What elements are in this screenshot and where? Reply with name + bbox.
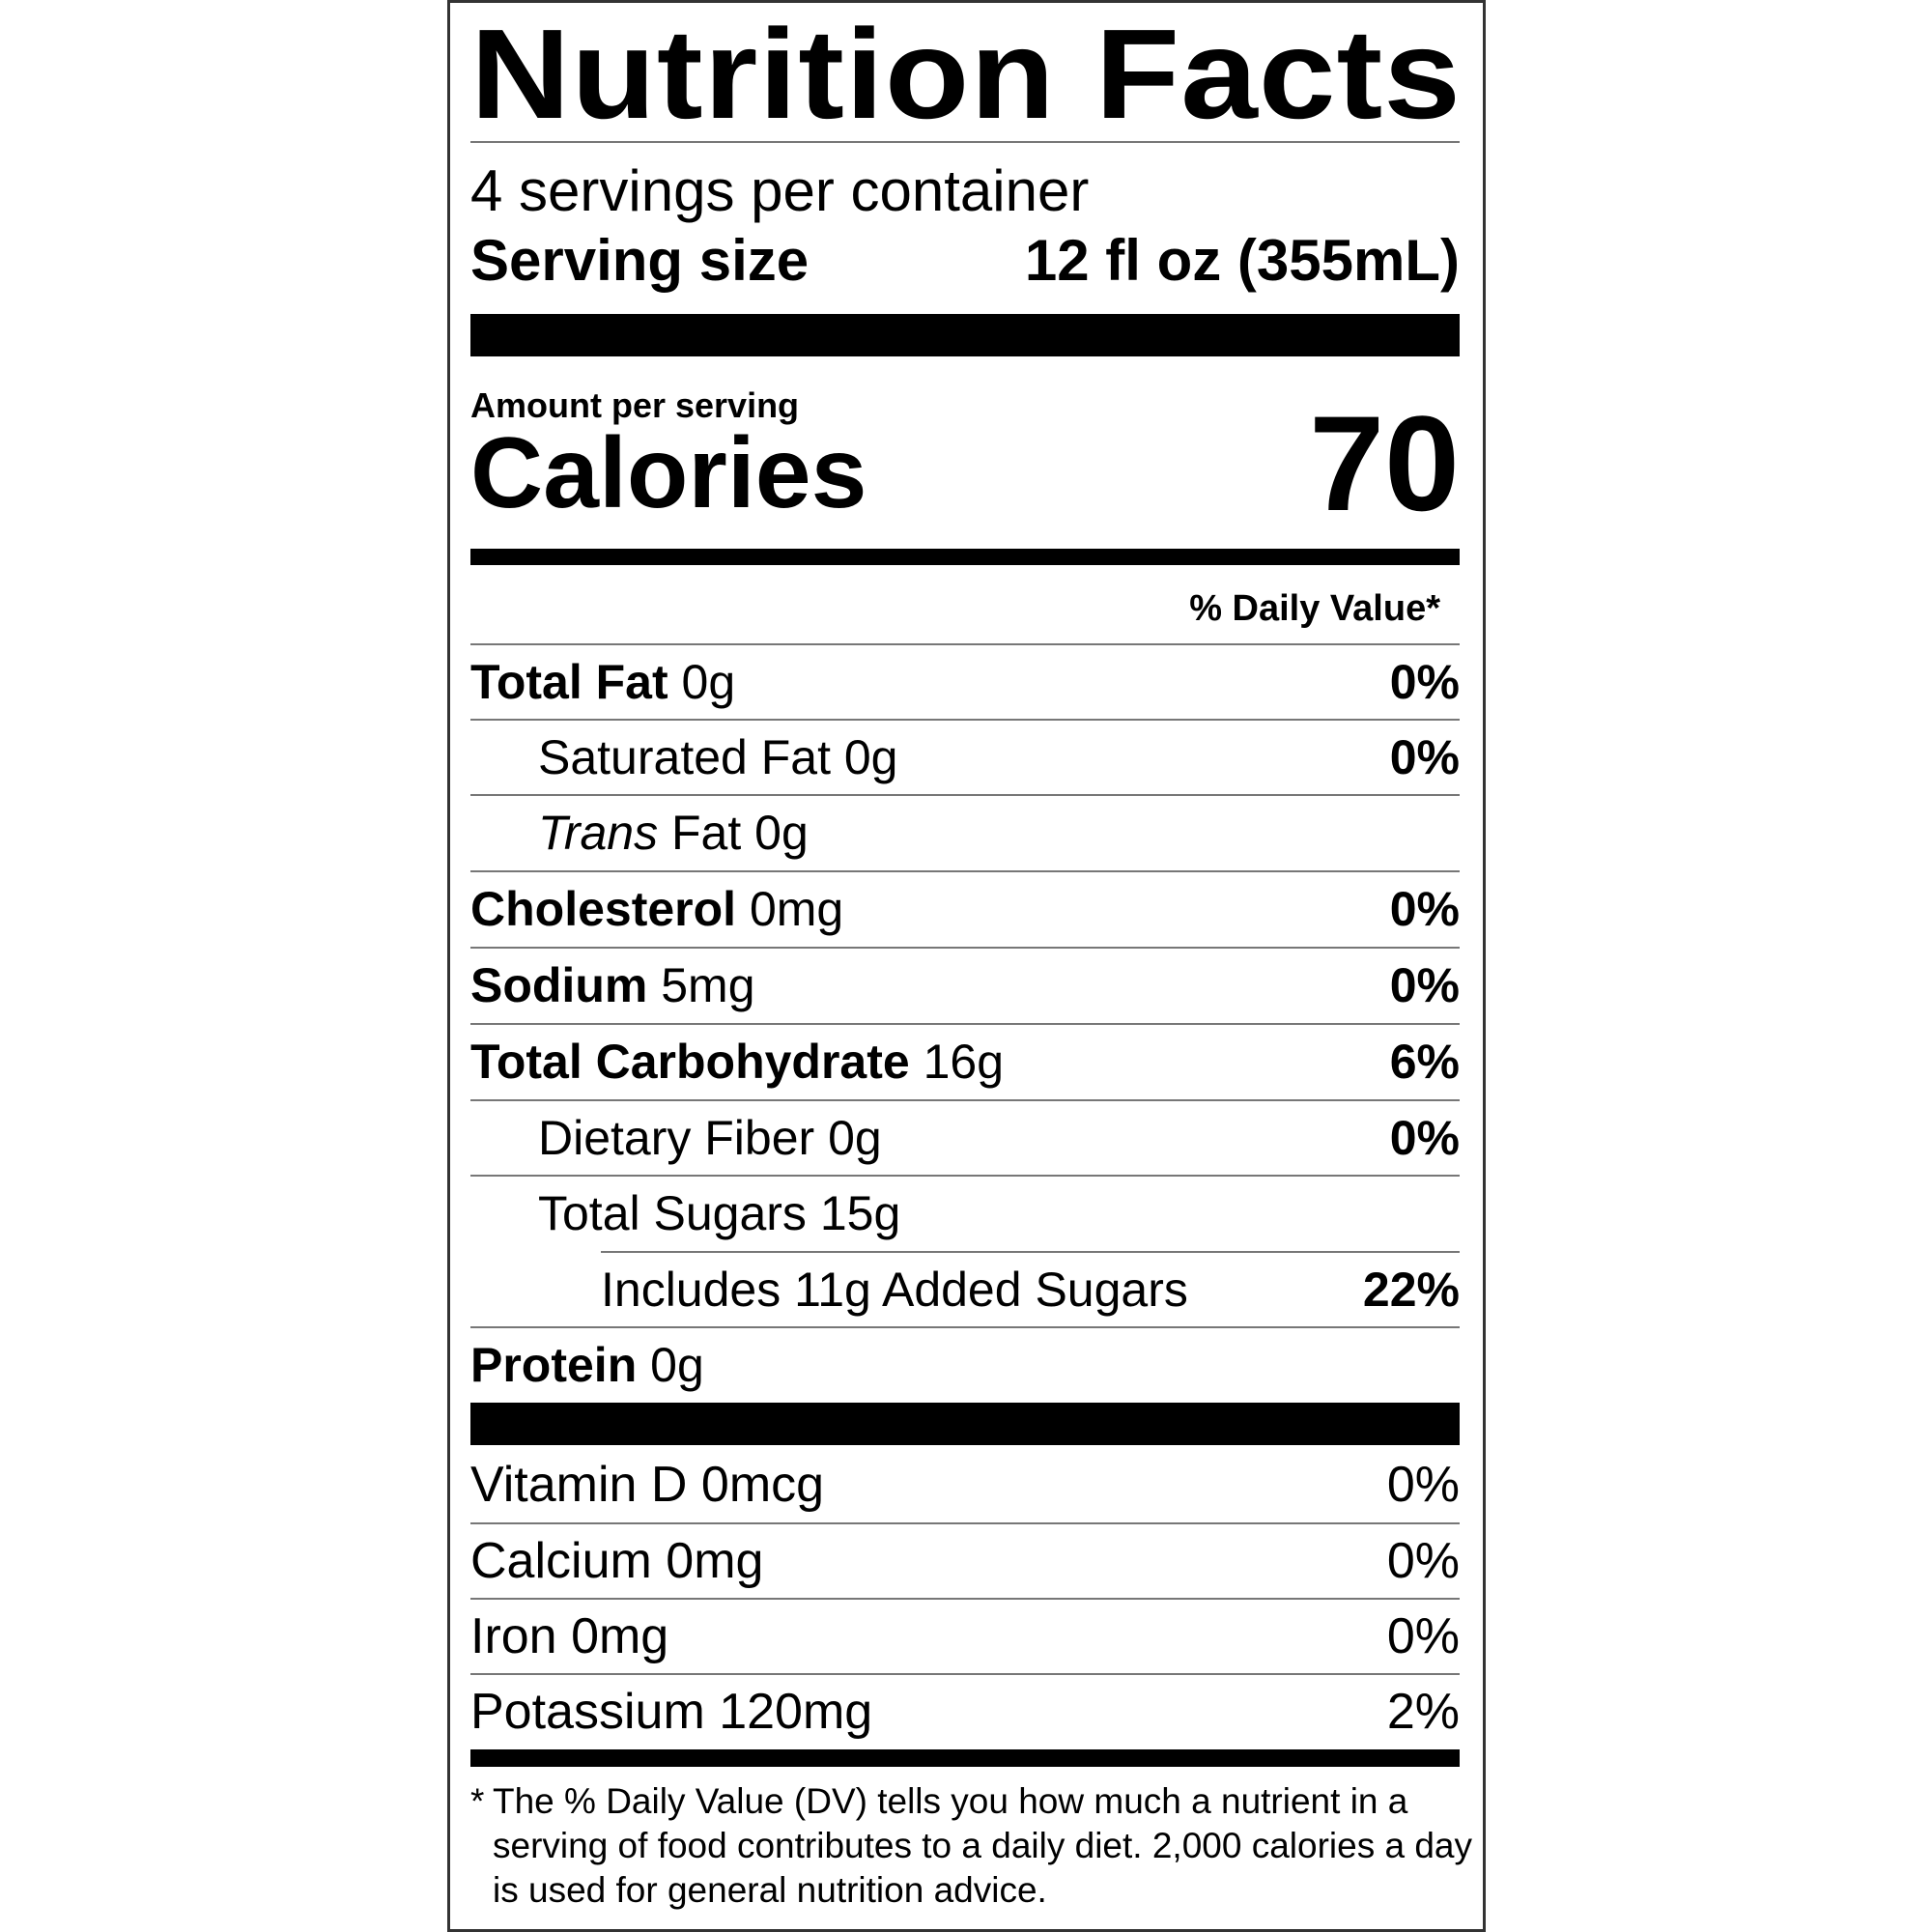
nutrient-amount: 0mg xyxy=(749,882,844,936)
nutrient-dv: 0% xyxy=(1389,1111,1460,1165)
thick-divider xyxy=(470,314,1460,356)
vitamin-row-vitamin-d: Vitamin D 0mcg 0% xyxy=(470,1447,1460,1522)
serving-size: Serving size 12 fl oz (355mL) xyxy=(470,224,1460,298)
nutrient-amount: 16g xyxy=(923,1035,1005,1089)
label-title: Nutrition Facts xyxy=(470,3,1462,145)
vitamin-amount: 0mcg xyxy=(700,1457,825,1513)
vitamin-amount: 0mg xyxy=(666,1533,764,1589)
nutrient-name: Saturated Fat xyxy=(538,730,831,784)
vitamin-name: Potassium xyxy=(470,1684,705,1740)
nutrient-dv: 6% xyxy=(1389,1035,1460,1089)
vitamin-name: Vitamin D xyxy=(470,1457,688,1513)
daily-value-header: % Daily Value* xyxy=(1189,588,1440,629)
footnote-asterisk: * xyxy=(470,1781,485,1821)
nutrient-amount: 0g xyxy=(843,730,898,784)
vitamin-row-calcium: Calcium 0mg 0% xyxy=(470,1522,1460,1598)
serving-size-label: Serving size xyxy=(470,228,810,293)
nutrient-row-saturated-fat: Saturated Fat 0g 0% xyxy=(470,719,1460,794)
vitamin-amount: 120mg xyxy=(719,1684,873,1740)
nutrient-amount: 0g xyxy=(828,1111,882,1165)
nutrient-amount: 0g xyxy=(650,1338,704,1392)
vitamin-row-iron: Iron 0mg 0% xyxy=(470,1598,1460,1673)
nutrient-amount: 0g xyxy=(681,655,736,709)
nutrient-name-italic: Trans xyxy=(538,806,659,860)
vitamin-amount: 0mg xyxy=(571,1608,669,1664)
medium-divider xyxy=(470,549,1460,565)
nutrient-row-total-sugars: Total Sugars 15g xyxy=(470,1175,1460,1250)
serving-size-value: 12 fl oz (355mL) xyxy=(1024,228,1460,293)
nutrient-row-total-carbohydrate: Total Carbohydrate 16g 6% xyxy=(470,1023,1460,1098)
nutrient-name: Total Fat xyxy=(470,655,668,709)
nutrient-dv: 0% xyxy=(1389,882,1460,936)
vitamin-dv: 0% xyxy=(1386,1457,1460,1513)
nutrient-row-added-sugars: Includes 11g Added Sugars 22% xyxy=(601,1251,1460,1326)
medium-divider xyxy=(470,1749,1460,1767)
nutrient-name: Includes 11g Added Sugars xyxy=(601,1263,1188,1317)
nutrient-name: Fat xyxy=(671,806,742,860)
divider xyxy=(470,141,1460,143)
nutrient-name: Dietary Fiber xyxy=(538,1111,815,1165)
nutrient-name: Sodium xyxy=(470,958,648,1012)
nutrient-dv: 0% xyxy=(1389,655,1460,709)
label-border xyxy=(447,0,1486,1932)
nutrient-amount: 5mg xyxy=(661,958,755,1012)
nutrient-name: Cholesterol xyxy=(470,882,737,936)
vitamin-name: Calcium xyxy=(470,1533,652,1589)
nutrient-row-trans-fat: Trans Fat 0g xyxy=(470,794,1460,869)
vitamin-dv: 0% xyxy=(1386,1608,1460,1664)
nutrient-row-dietary-fiber: Dietary Fiber 0g 0% xyxy=(470,1099,1460,1175)
nutrient-name: Total Carbohydrate xyxy=(470,1035,910,1089)
vitamin-dv: 0% xyxy=(1386,1533,1460,1589)
amount-per-serving: Amount per serving xyxy=(470,385,800,425)
nutrient-dv: 0% xyxy=(1389,958,1460,1012)
nutrient-dv: 0% xyxy=(1389,730,1460,784)
calories-value: 70 xyxy=(1309,387,1460,539)
nutrient-row-protein: Protein 0g xyxy=(470,1326,1460,1402)
calories-label: Calories xyxy=(470,417,867,529)
footnote-text: The % Daily Value (DV) tells you how muc… xyxy=(493,1781,1472,1910)
nutrient-dv: 22% xyxy=(1362,1263,1460,1317)
vitamin-dv: 2% xyxy=(1386,1684,1460,1740)
thick-divider xyxy=(470,1403,1460,1445)
vitamin-row-potassium: Potassium 120mg 2% xyxy=(470,1673,1460,1748)
calories-row: Calories 70 xyxy=(470,396,1460,531)
nutrient-row-total-fat: Total Fat 0g 0% xyxy=(470,643,1460,719)
nutrient-amount: 15g xyxy=(819,1186,901,1240)
nutrient-amount: 0g xyxy=(754,806,809,860)
nutrient-row-sodium: Sodium 5mg 0% xyxy=(470,947,1460,1022)
nutrient-name: Protein xyxy=(470,1338,638,1392)
nutrient-name: Total Sugars xyxy=(538,1186,807,1240)
servings-per-container: 4 servings per container xyxy=(470,158,1090,223)
nutrient-row-cholesterol: Cholesterol 0mg 0% xyxy=(470,870,1460,946)
footnote: * The % Daily Value (DV) tells you how m… xyxy=(470,1779,1475,1910)
vitamin-name: Iron xyxy=(470,1608,557,1664)
